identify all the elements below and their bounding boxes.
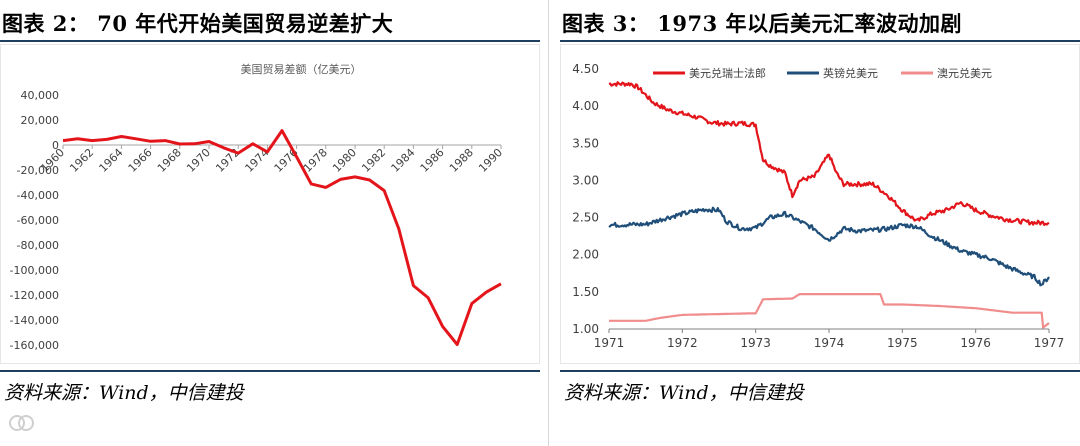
x-tick-label: 1966 [126, 146, 155, 175]
watermark-icon [9, 415, 34, 431]
right-figure-panel: 图表 3： 1973 年以后美元汇率波动加剧 4.50 4.00 3.50 3.00 2… [560, 0, 1080, 446]
x-tick-label: 1964 [97, 146, 126, 175]
y-tick-label: -40,000 [17, 189, 59, 202]
x-tick-label: 1974 [814, 336, 845, 350]
series-line-aud-usd [609, 293, 1050, 329]
y-tick-label: 2.00 [572, 248, 599, 262]
y-tick-label: 4.00 [572, 99, 599, 113]
left-bottom-rule [0, 370, 540, 372]
x-tick-label: 1968 [155, 146, 184, 175]
series-line-gbp-usd [608, 206, 1050, 287]
y-tick-label: -20,000 [17, 164, 59, 177]
legend-aud-usd: 澳元兑美元 [901, 66, 992, 80]
legend-gbp-usd: 英镑兑美元 [787, 66, 878, 80]
x-tick-label: 1976 [960, 336, 991, 350]
y-tick-label: 20,000 [21, 114, 60, 127]
left-source-note: 资料来源：Wind，中信建投 [4, 382, 244, 404]
x-tick-label: 1990 [476, 146, 505, 175]
trade-balance-chart-frame: 美国贸易差额（亿美元） 40,000 20,000 0 -20,000 -40,000 -6… [0, 44, 540, 364]
y-tick-label: -160,000 [10, 339, 59, 352]
watermark-logo [8, 412, 34, 434]
x-tick-label: 1988 [447, 146, 476, 175]
y-tick-label: -100,000 [10, 264, 59, 277]
y-tick-label: 3.50 [572, 136, 599, 150]
left-top-rule [0, 40, 540, 42]
y-tick-label: -120,000 [10, 289, 59, 302]
exchange-rate-chart-frame: 4.50 4.00 3.50 3.00 2.50 2.00 1.50 1.00 1971 1972… [560, 44, 1080, 364]
x-tick-label: 1986 [418, 146, 447, 175]
series-line-usd-chf [608, 81, 1050, 226]
x-tick-label: 1970 [184, 146, 213, 175]
x-tick-label: 1973 [740, 336, 771, 350]
x-tick-label: 1976 [272, 146, 301, 175]
y-tick-label: 0 [52, 139, 59, 152]
y-tick-label: 1.00 [572, 322, 599, 336]
x-tick-label: 1972 [667, 336, 698, 350]
legend-label: 英镑兑美元 [823, 66, 878, 80]
panel-divider [548, 0, 549, 446]
x-tick-label: 1962 [67, 146, 96, 175]
right-figure-title: 图表 3： 1973 年以后美元汇率波动加剧 [562, 11, 962, 36]
right-source-note: 资料来源：Wind，中信建投 [564, 382, 804, 404]
legend-label: 美元兑瑞士法郎 [689, 66, 766, 80]
right-bottom-rule [560, 370, 1080, 372]
x-tick-label: 1980 [330, 146, 359, 175]
y-tick-label: -140,000 [10, 314, 59, 327]
y-tick-label: 40,000 [21, 89, 60, 102]
y-tick-label: -60,000 [17, 214, 59, 227]
left-figure-panel: 图表 2： 70 年代开始美国贸易逆差扩大 美国贸易差额（亿美元） 40,000 2… [0, 11, 540, 404]
y-tick-label: 3.00 [572, 173, 599, 187]
legend-label: 澳元兑美元 [937, 66, 992, 80]
legend-usd-chf: 美元兑瑞士法郎 [653, 66, 766, 80]
x-tick-label: 1984 [389, 146, 418, 175]
y-tick-label: -80,000 [17, 239, 59, 252]
series-line-trade-balance [62, 129, 502, 346]
y-tick-label: 1.50 [572, 285, 599, 299]
chart-title: 美国贸易差额（亿美元） [241, 62, 362, 76]
x-tick-label: 1982 [359, 146, 388, 175]
y-tick-label: 4.50 [572, 62, 599, 76]
x-tick-label: 1977 [1034, 336, 1065, 350]
trade-balance-chart: 美国贸易差额（亿美元） 40,000 20,000 0 -20,000 -40,000 -6… [10, 62, 506, 352]
right-top-rule [560, 40, 1080, 42]
x-tick-label: 1971 [594, 336, 625, 350]
left-figure-title: 图表 2： 70 年代开始美国贸易逆差扩大 [2, 11, 394, 36]
y-tick-label: 2.50 [572, 211, 599, 225]
x-tick-label: 1975 [887, 336, 918, 350]
